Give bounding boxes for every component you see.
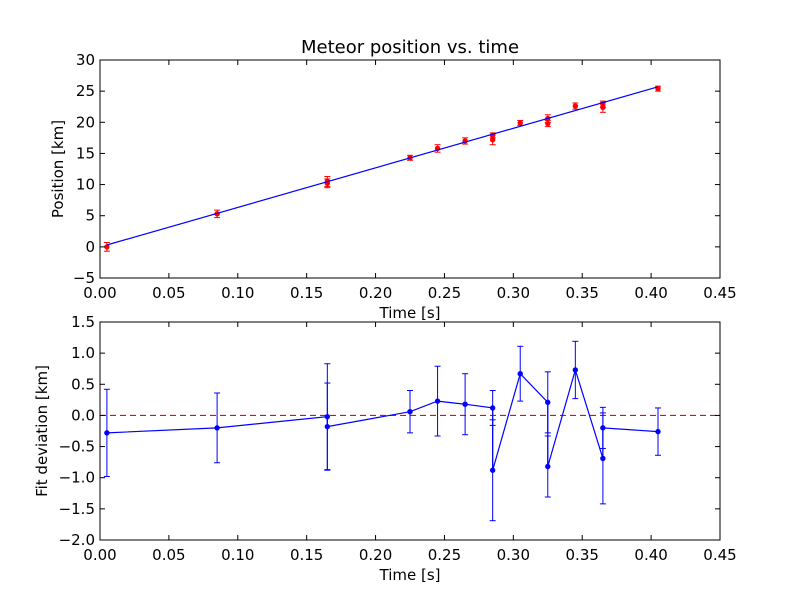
deviation-y-tick-label: 0.0 [71,406,95,424]
position-data-layer [103,85,661,252]
position-y-tick-label: 5 [85,207,95,225]
data-point [517,120,523,126]
chart-title: Meteor position vs. time [301,37,519,58]
deviation-panel: 0.00 0.05 0.10 0.15 0.20 0.25 0.30 0.35 0.40 0.45… [33,313,737,584]
deviation-y-tick-label: −1.5 [59,500,95,518]
deviation-x-tick-label: 0.15 [290,546,323,564]
data-point [655,428,661,435]
position-y-tick-label: 25 [76,82,95,100]
deviation-y-tick-label: 0.5 [71,375,95,393]
deviation-x-tick-label: 0.25 [428,546,461,564]
deviation-y-axis-label: Fit deviation [km] [33,365,51,497]
data-point [462,401,468,407]
data-point [104,430,110,436]
position-y-tick-label: 0 [85,238,95,256]
position-x-tick-label: 0.45 [703,284,736,302]
position-y-tick-label: 15 [76,144,95,162]
deviation-x-tick-label: 0.20 [359,546,392,564]
data-point [600,425,606,431]
position-x-tick-label: 0.15 [290,284,323,302]
position-axes-frame [99,59,721,279]
data-point [324,423,331,430]
position-y-tick-label: −5 [73,269,95,287]
data-point [104,244,110,250]
position-plot-area [100,60,720,278]
position-x-tick-label: 0.30 [497,284,530,302]
data-point [572,367,579,373]
position-x-tick-label: 0.10 [221,284,254,302]
position-x-tick-label: 0.00 [83,284,116,302]
data-point [572,103,579,109]
position-x-tick-label: 0.25 [428,284,461,302]
position-y-axis-label: Position [km] [49,120,67,218]
deviation-y-tick-label: −0.5 [59,438,95,456]
data-point [545,399,551,406]
position-y-tick-label: 30 [76,51,95,69]
deviation-x-tick-label: 0.00 [83,546,116,564]
linear-fit-line [106,86,659,246]
deviation-ticks: 0.00 0.05 0.10 0.15 0.20 0.25 0.30 0.35 0.40 0.45… [59,313,737,564]
data-point [600,455,606,462]
position-x-tick-label: 0.05 [152,284,185,302]
position-y-tick-label: 10 [76,176,95,194]
deviation-x-axis-label: Time [s] [379,566,441,584]
deviation-data-layer [100,340,720,522]
data-point [517,370,523,377]
deviation-x-tick-label: 0.05 [152,546,185,564]
data-point [489,467,496,473]
deviation-x-tick-label: 0.40 [634,546,667,564]
deviation-x-tick-label: 0.30 [497,546,530,564]
deviation-x-tick-label: 0.35 [566,546,599,564]
position-x-tick-label: 0.20 [359,284,392,302]
deviation-x-tick-label: 0.10 [221,546,254,564]
position-panel: Meteor position vs. time 0.00 0.05 0.10 0.1… [49,37,737,322]
position-x-tick-label: 0.35 [566,284,599,302]
data-point [434,398,441,404]
data-point [489,405,496,411]
deviation-x-tick-label: 0.45 [703,546,736,564]
data-point [407,408,413,415]
position-x-axis-label: Time [s] [379,304,441,322]
position-y-tick-label: 20 [76,113,95,131]
deviation-y-tick-label: −2.0 [59,531,95,549]
position-x-tick-label: 0.40 [634,284,667,302]
deviation-y-tick-label: 1.0 [71,344,95,362]
data-point [545,120,551,127]
data-point [545,463,551,470]
deviation-y-tick-label: 1.5 [71,313,95,331]
deviation-axes-frame [99,321,721,541]
deviation-y-tick-label: −1.0 [59,469,95,487]
data-point [214,425,220,431]
position-ticks: 0.00 0.05 0.10 0.15 0.20 0.25 0.30 0.35 0.40 0.45… [73,51,737,302]
